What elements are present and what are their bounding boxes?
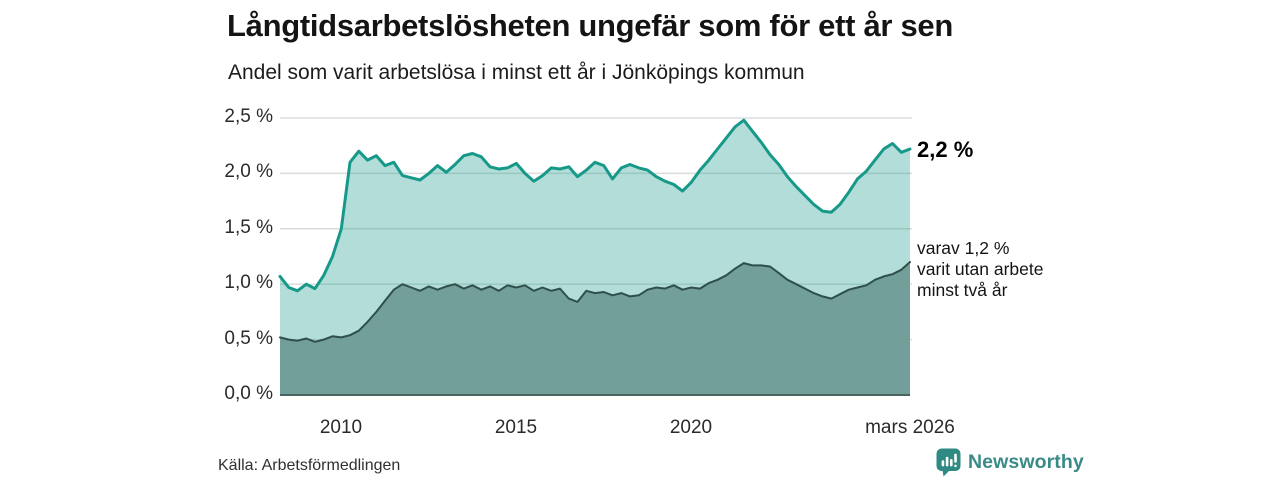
y-axis-tick-label: 1,5 % [224, 216, 273, 238]
annotation-line: varit utan arbete [917, 259, 1044, 279]
y-axis-tick-label: 0,5 % [224, 327, 273, 349]
series2-end-annotation: varav 1,2 % varit utan arbete minst två … [917, 238, 1043, 301]
y-axis-tick-label: 2,0 % [224, 161, 273, 183]
brand-name: Newsworthy [968, 451, 1084, 473]
series-area [280, 120, 910, 395]
series-area [280, 262, 910, 395]
source-note: Källa: Arbetsförmedlingen [218, 457, 401, 474]
chart-title: Långtidsarbetslösheten ungefär som för e… [227, 8, 954, 43]
y-axis-tick-label: 0,0 % [224, 383, 273, 404]
y-axis-tick-label: 2,5 % [224, 106, 273, 127]
x-axis-tick-label: mars 2026 [865, 417, 955, 438]
y-axis-tick-label: 1,0 % [224, 272, 273, 294]
newsworthy-logo-icon [936, 448, 961, 477]
x-axis-tick-label: 2020 [669, 417, 713, 438]
series1-end-value-label: 2,2 % [917, 137, 974, 162]
annotation-line: varav 1,2 % [917, 238, 1010, 258]
x-axis-tick-label: 2010 [319, 417, 363, 438]
annotation-line: minst två år [917, 280, 1008, 300]
chart-subtitle: Andel som varit arbetslösa i minst ett å… [228, 61, 805, 84]
brand-lockup: Newsworthy [936, 448, 1084, 477]
x-axis-tick-label: 2015 [494, 417, 538, 438]
series-line [279, 261, 911, 343]
series-line [278, 118, 912, 293]
